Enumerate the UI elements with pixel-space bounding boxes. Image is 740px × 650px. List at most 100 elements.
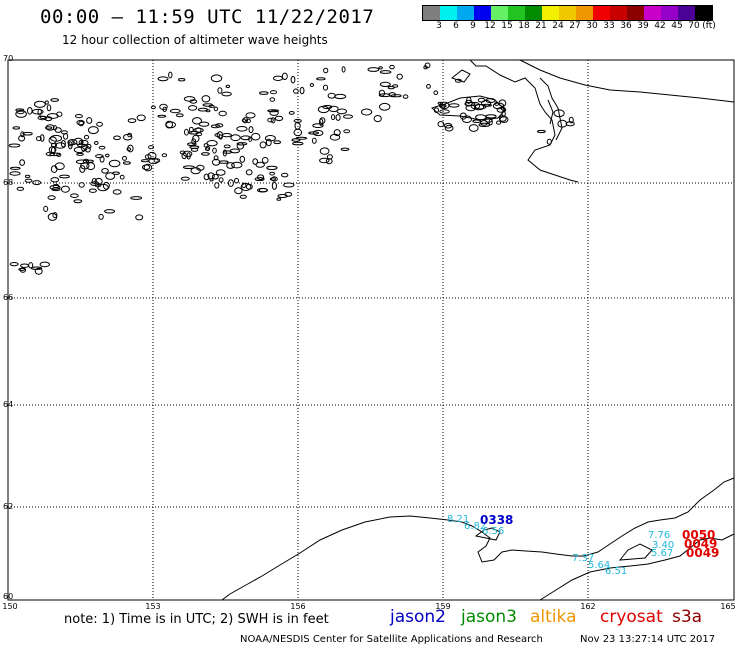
ice-floe bbox=[283, 182, 295, 188]
legend-cryosat: cryosat bbox=[600, 607, 663, 627]
color-scale-label: 42 bbox=[654, 21, 666, 31]
color-swatch bbox=[508, 6, 525, 20]
ice-floe bbox=[198, 121, 210, 127]
ice-floe bbox=[206, 140, 218, 147]
lat-label: 68 bbox=[3, 178, 14, 187]
color-swatch bbox=[440, 6, 457, 20]
ice-floe bbox=[104, 209, 116, 214]
ice-floe bbox=[80, 140, 89, 146]
ice-floe bbox=[242, 117, 248, 124]
ice-floe bbox=[49, 184, 61, 190]
ice-floe bbox=[108, 159, 121, 168]
ice-floe bbox=[24, 178, 33, 183]
color-swatch bbox=[593, 6, 610, 20]
ice-floe bbox=[317, 105, 330, 114]
lat-lon-grid bbox=[7, 59, 735, 600]
ice-floe bbox=[15, 108, 25, 112]
ice-floe bbox=[367, 67, 380, 72]
ice-floe bbox=[537, 129, 546, 134]
color-swatch bbox=[627, 6, 644, 20]
ice-floe bbox=[218, 110, 227, 117]
ice-floe bbox=[203, 173, 210, 181]
color-scale bbox=[422, 5, 713, 21]
ice-floe bbox=[60, 140, 66, 148]
ice-floe bbox=[293, 128, 303, 137]
northern-coastline bbox=[430, 59, 735, 183]
ice-floe bbox=[182, 165, 195, 169]
ice-floe bbox=[210, 124, 221, 129]
color-scale-labels: 3 6 9 12 15 18 21 24 27 30 33 36 39 42 45 70 (ft) bbox=[422, 21, 740, 35]
ice-floe bbox=[85, 146, 91, 153]
ice-floe bbox=[86, 143, 92, 149]
lon-label: 159 bbox=[435, 602, 451, 611]
ice-floe bbox=[271, 181, 277, 190]
ice-floe bbox=[565, 121, 575, 127]
ice-floe bbox=[485, 114, 497, 119]
ice-floe bbox=[19, 159, 26, 166]
color-scale-label: 36 bbox=[620, 21, 632, 31]
ice-floe bbox=[267, 109, 280, 113]
ice-floe bbox=[169, 108, 181, 114]
ice-floe bbox=[254, 177, 265, 182]
swh-value: 8.21 bbox=[447, 514, 470, 525]
lat-label: 62 bbox=[3, 502, 14, 511]
ice-floe bbox=[290, 75, 296, 84]
ice-floe bbox=[130, 196, 143, 200]
ice-floe bbox=[218, 177, 224, 183]
color-scale-label: 30 bbox=[586, 21, 598, 31]
ice-floe bbox=[46, 104, 52, 112]
ice-floe bbox=[281, 172, 289, 178]
color-scale-label: 39 bbox=[637, 21, 649, 31]
ice-floe bbox=[437, 121, 445, 128]
ice-floe bbox=[165, 120, 174, 129]
ice-floe bbox=[102, 181, 110, 190]
ice-floe bbox=[553, 109, 565, 118]
ice-floes bbox=[8, 62, 575, 275]
ice-floe bbox=[299, 86, 305, 95]
ice-floe bbox=[34, 100, 46, 108]
pass-time-label: 0049 bbox=[684, 537, 718, 551]
ice-floe bbox=[225, 84, 231, 89]
ice-floe bbox=[94, 141, 99, 145]
ice-floe bbox=[402, 94, 409, 99]
ice-floe bbox=[46, 113, 59, 119]
color-swatch bbox=[491, 6, 508, 20]
color-swatch bbox=[661, 6, 678, 20]
ice-floe bbox=[143, 163, 153, 172]
ice-floe bbox=[39, 134, 45, 142]
legend-s3a: s3a bbox=[672, 607, 703, 627]
ice-floe bbox=[16, 109, 25, 115]
color-scale-label: 3 bbox=[436, 21, 442, 31]
ice-floe bbox=[47, 195, 56, 201]
ice-floe bbox=[426, 84, 431, 89]
lon-label: 150 bbox=[2, 602, 18, 611]
ice-floe bbox=[323, 67, 329, 74]
swh-value: 3.40 bbox=[652, 540, 675, 551]
ice-floe bbox=[18, 135, 26, 142]
ice-floe bbox=[475, 114, 487, 121]
legend-jason2: jason2 bbox=[390, 607, 446, 627]
color-swatch bbox=[457, 6, 474, 20]
ice-floe bbox=[312, 129, 324, 137]
ice-floe bbox=[213, 106, 219, 112]
ice-floe bbox=[212, 147, 217, 154]
ice-floe bbox=[122, 161, 131, 165]
ice-floe bbox=[101, 168, 109, 174]
swh-value: 5.67 bbox=[651, 548, 674, 559]
color-swatch bbox=[644, 6, 661, 20]
ice-floe bbox=[157, 114, 167, 118]
ice-floe bbox=[32, 180, 42, 186]
ice-floe bbox=[379, 81, 391, 88]
ice-floe bbox=[105, 153, 110, 158]
ice-floe bbox=[150, 105, 156, 110]
color-scale-label: 9 bbox=[470, 21, 476, 31]
ice-floe bbox=[325, 158, 333, 165]
ice-floe bbox=[379, 70, 392, 74]
ice-floe bbox=[76, 119, 85, 126]
legend-jason3: jason3 bbox=[461, 607, 517, 627]
ice-floe bbox=[216, 131, 224, 139]
ice-floe bbox=[335, 114, 341, 121]
ice-floe bbox=[214, 182, 220, 189]
ice-floe bbox=[239, 155, 246, 163]
